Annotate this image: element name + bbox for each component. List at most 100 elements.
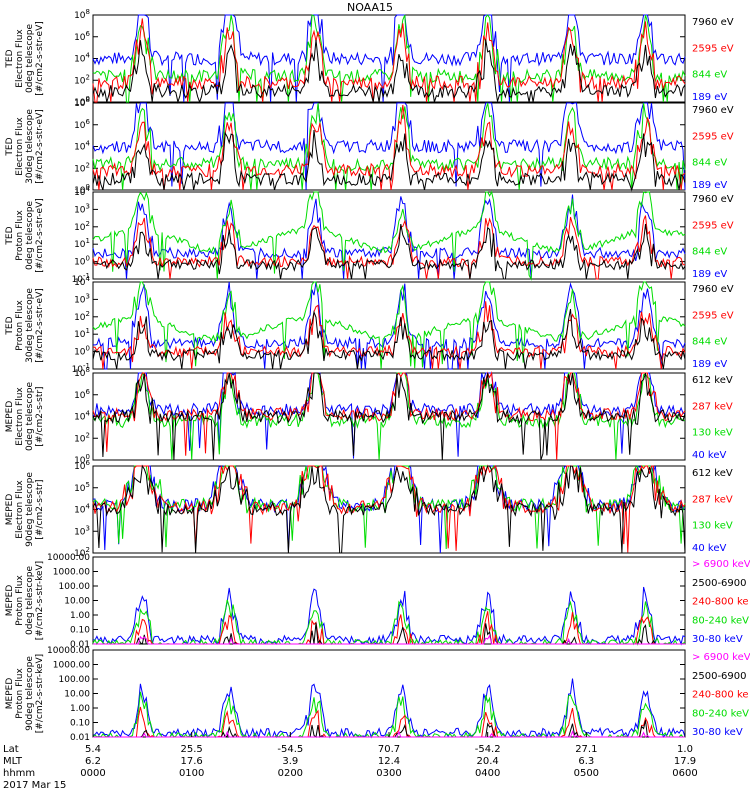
x-tick-label-mlt: 12.4 — [378, 756, 400, 767]
y-tick-label: 100 — [74, 255, 90, 268]
y-tick-label: 102 — [74, 310, 90, 323]
y-axis-label: TED — [5, 226, 15, 245]
x-tick-label-lat: 5.4 — [85, 744, 101, 755]
y-tick-label: 1.00 — [70, 704, 90, 714]
y-axis-label: 0deg telescope — [25, 24, 35, 94]
x-row-label-lat: Lat — [3, 744, 19, 755]
series-189-ev — [92, 194, 686, 280]
legend-entry: 844 eV — [692, 70, 727, 81]
series-612-kev — [92, 464, 686, 554]
panel-frame — [92, 556, 686, 645]
x-tick-label-hhmm: 0600 — [672, 768, 697, 779]
legend-entry: 40 keV — [692, 450, 726, 461]
y-axis-label: 90deg telescope — [25, 656, 35, 731]
y-axis-label: 30deg telescope — [25, 288, 35, 363]
legend-entry: 844 eV — [692, 337, 727, 348]
x-tick-label-lat: 27.1 — [575, 744, 597, 755]
y-tick-label: 0.01 — [70, 640, 90, 650]
legend-entry: 2595 eV — [692, 131, 734, 142]
panel-frame — [92, 281, 686, 370]
y-tick-label: 0.01 — [70, 733, 90, 743]
series-130-kev — [92, 371, 686, 461]
y-tick-label: 102 — [74, 220, 90, 233]
series-287-kev — [92, 464, 686, 553]
y-tick-label: 1000.00 — [53, 661, 90, 671]
x-tick-label-hhmm: 0400 — [475, 768, 500, 779]
y-tick-label: 102 — [74, 73, 90, 86]
panel-frame — [92, 649, 686, 738]
y-tick-label: 105 — [74, 481, 90, 494]
y-axis-label: [#/cm2-s-str-eV] — [35, 198, 45, 273]
legend-entry: 287 keV — [692, 494, 733, 505]
x-tick-label-hhmm: 0000 — [80, 768, 105, 779]
x-tick-label-mlt: 17.9 — [674, 756, 696, 767]
y-axis-label: [#/cm2-s-str-eV] — [35, 109, 45, 184]
y-tick-label: 108 — [74, 8, 90, 21]
x-row-label-hhmm: hhmm — [3, 768, 35, 779]
series-2595-ev — [92, 215, 686, 280]
series--6900-kev — [93, 634, 685, 645]
y-tick-label: 0.10 — [70, 626, 90, 636]
series-189-ev — [92, 14, 686, 103]
series-7960-ev — [92, 129, 686, 192]
y-axis-label: MEPED — [5, 401, 15, 433]
y-tick-label: 100.00 — [59, 675, 91, 685]
series-287-kev — [92, 371, 686, 461]
series-7960-ev — [92, 309, 686, 370]
chart-title: NOAA15 — [347, 1, 393, 14]
y-axis-label: Proton Flux — [15, 300, 25, 351]
y-tick-label: 101 — [74, 327, 90, 340]
series-189-ev — [92, 102, 686, 191]
y-axis-label: Electron Flux — [15, 387, 25, 446]
legend-entry: 30-80 keV — [692, 634, 743, 645]
legend-entry: 7960 eV — [692, 17, 734, 28]
y-axis-label: 90deg telescope — [25, 472, 35, 547]
y-tick-label: 106 — [74, 118, 90, 131]
y-tick-label: 10.00 — [64, 597, 90, 607]
legend-entry: 130 keV — [692, 428, 733, 439]
legend-entry: 189 eV — [692, 359, 727, 370]
x-tick-label-mlt: 6.3 — [578, 756, 594, 767]
series-7960-ev — [92, 39, 686, 104]
x-axis: Lat MLT hhmm 2017 Mar 15 5.46.2000025.51… — [3, 732, 698, 791]
y-axis-label: MEPED — [5, 494, 15, 526]
series-2595-ev — [92, 104, 686, 191]
y-tick-label: 102 — [74, 431, 90, 444]
y-tick-label: 100 — [74, 345, 90, 358]
y-axis-label: [#/cm2-s-str-keV] — [35, 561, 45, 640]
series-130-kev — [92, 464, 686, 550]
y-axis-label: Proton Flux — [15, 210, 25, 261]
series-30-80-kev — [92, 586, 686, 646]
legend-entry: 130 keV — [692, 521, 733, 532]
legend-entry: 189 eV — [692, 92, 727, 103]
y-tick-label: 102 — [74, 161, 90, 174]
panel-8: 0.01 0.10 1.00 10.00 100.00 1000.00 10000.00 ME… — [5, 646, 750, 743]
x-tick-label-lat: 25.5 — [181, 744, 203, 755]
panel-frame — [92, 191, 686, 280]
y-tick-label: 1.00 — [70, 611, 90, 621]
series-844-ev — [92, 14, 686, 103]
y-axis-label: MEPED — [5, 585, 15, 617]
y-axis-label: 0deg telescope — [25, 382, 35, 452]
y-tick-label: 104 — [74, 410, 90, 423]
legend-entry: 844 eV — [692, 158, 727, 169]
legend-entry: 612 keV — [692, 375, 733, 386]
y-tick-label: 1000.00 — [53, 568, 90, 578]
x-tick-label-hhmm: 0300 — [376, 768, 401, 779]
legend-entry: 30-80 keV — [692, 727, 743, 738]
y-axis-label: Electron Flux — [15, 117, 25, 176]
x-tick-label-hhmm: 0200 — [278, 768, 303, 779]
legend-entry: > 6900 keV — [692, 559, 750, 570]
legend-entry: 7960 eV — [692, 105, 734, 116]
series-7960-ev — [92, 223, 686, 280]
legend-entry: 240-800 ke — [692, 597, 749, 608]
y-tick-label: 0.10 — [70, 719, 90, 729]
legend-entry: 189 eV — [692, 269, 727, 280]
y-axis-label: 0deg telescope — [25, 566, 35, 636]
x-tick-label-mlt: 20.4 — [477, 756, 499, 767]
y-tick-label: 103 — [74, 202, 90, 215]
